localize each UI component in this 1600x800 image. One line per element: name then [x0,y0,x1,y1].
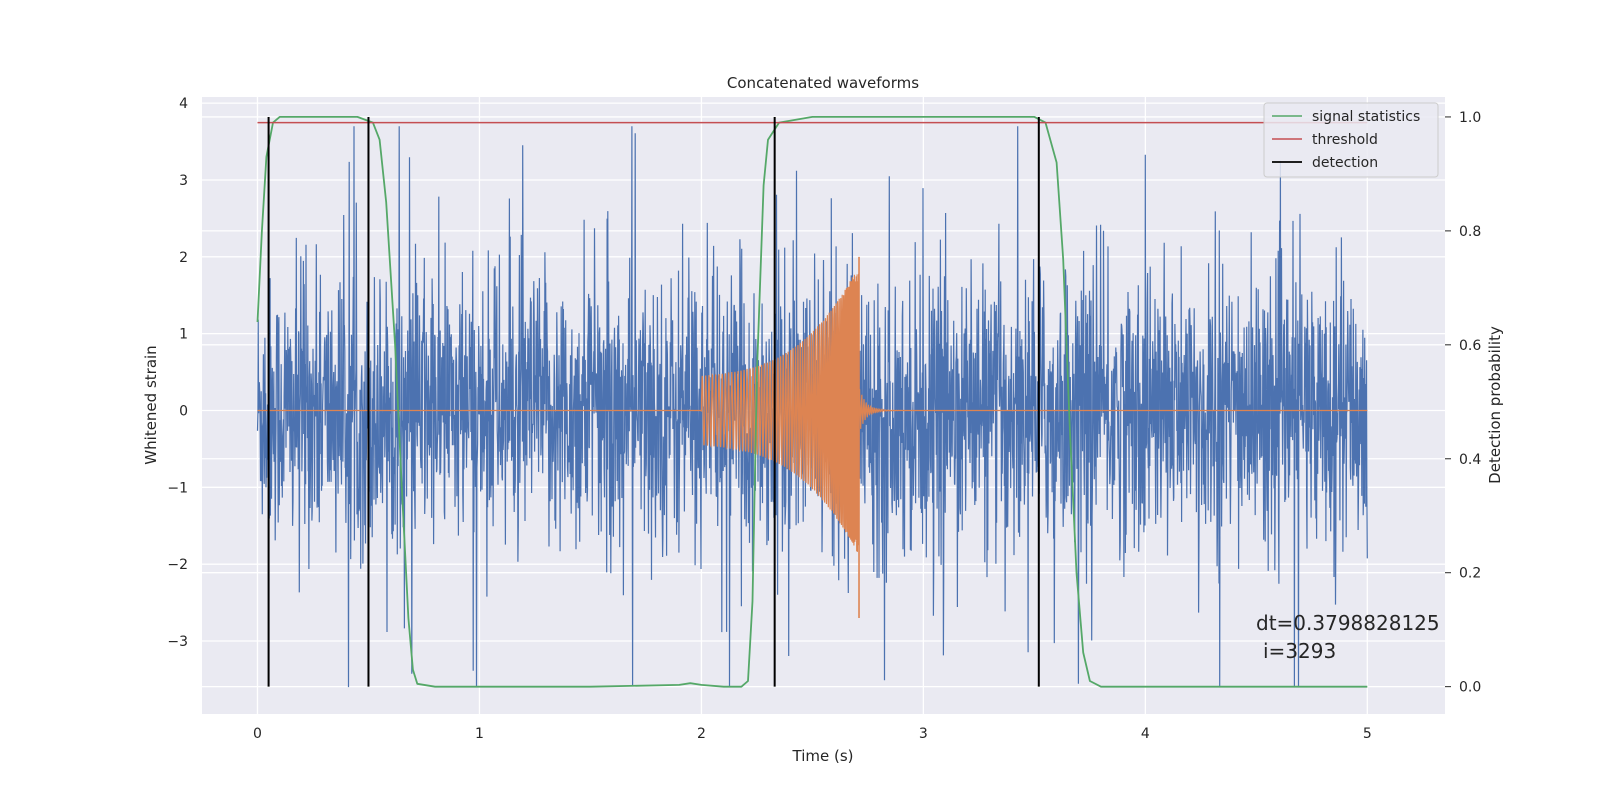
legend-box [1263,102,1439,178]
legend-label-signal-statistics: signal statistics [1312,109,1420,125]
y2-axis-label: Detection probability [1486,326,1504,484]
y-axis-label: Whitened strain [142,345,160,464]
x-tick-label: 2 [697,726,706,742]
x-tick-label: 3 [919,726,928,742]
y2-tick-label: 1.0 [1459,110,1481,126]
y2-tick-label: 0.4 [1459,452,1481,468]
x-axis-label: Time (s) [792,747,854,765]
y-tick-label: −2 [167,557,188,573]
x-tick-label: 0 [253,726,262,742]
legend: signal statistics threshold detection [1263,102,1439,178]
legend-label-detection: detection [1312,155,1378,171]
y-tick-label: 1 [179,327,188,343]
chart-title: Concatenated waveforms [727,74,919,92]
y-tick-label: 2 [179,250,188,266]
x-tick-label: 4 [1141,726,1150,742]
y2-tick-label: 0.6 [1459,338,1481,354]
y2-tick-label: 0.8 [1459,224,1481,240]
x-tick-label: 1 [475,726,484,742]
template-line [257,273,1368,552]
y-tick-label: −3 [167,634,188,650]
signal-statistics-layer [256,116,1368,688]
y2-axis-ticks: 0.0 0.2 0.4 0.6 0.8 1.0 [1445,110,1481,696]
annotation-index: i=3293 [1263,639,1336,663]
y-axis-ticks: −3 −2 −1 0 1 2 3 4 [167,96,188,650]
template-waveform-series [257,256,1368,618]
y2-tick-label: 0.2 [1459,566,1481,582]
signal-statistics-line [256,116,1368,688]
annotation-dt: dt=0.3798828125 [1256,611,1440,635]
y-tick-label: 4 [179,96,188,112]
y-tick-label: 0 [179,403,188,419]
x-tick-label: 5 [1363,726,1372,742]
y-tick-label: −1 [167,480,188,496]
x-axis-ticks: 0 1 2 3 4 5 [253,726,1372,742]
y2-tick-label: 0.0 [1459,680,1481,696]
y-tick-label: 3 [179,173,188,189]
legend-label-threshold: threshold [1312,132,1378,148]
